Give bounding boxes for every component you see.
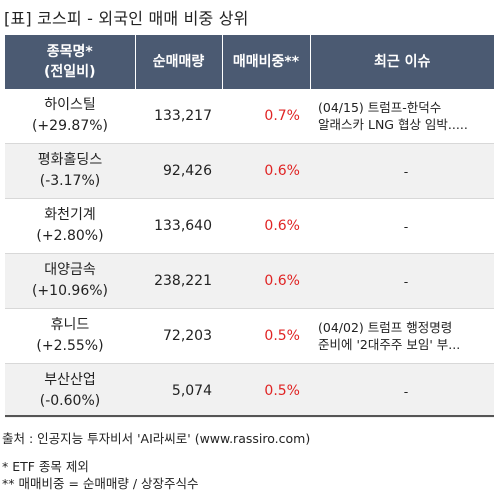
issue-line2: 알래스카 LNG 협상 임박..... [318, 117, 468, 132]
issue-cell[interactable]: (04/15) 트럼프-한덕수 알래스카 LNG 협상 임박..... [310, 89, 494, 144]
stock-cell: 대양금속 (+10.96%) [5, 253, 135, 309]
header-ratio: 매매비중** [222, 35, 311, 89]
stock-name: 대양금속 [44, 262, 96, 278]
foreign-trading-table: 종목명* (전일비) 순매매량 매매비중** 최근 이슈 하이스틸 (+29.8… [5, 35, 494, 418]
stock-name: 휴니드 [50, 317, 90, 333]
stock-change: (-3.17%) [39, 173, 101, 189]
issue-cell: - [310, 363, 494, 418]
stock-change: (+10.96%) [31, 283, 109, 299]
trade-ratio: 0.6% [222, 198, 310, 254]
footnote-etf: * ETF 종목 제외 [2, 459, 89, 474]
table-row: 대양금속 (+10.96%) 238,221 0.6% - [5, 253, 494, 309]
trade-ratio: 0.6% [222, 143, 310, 199]
net-volume: 238,221 [135, 253, 222, 309]
issue-line1: (04/15) 트럼프-한덕수 [318, 100, 442, 115]
stock-name: 하이스틸 [44, 97, 96, 113]
table-row: 휴니드 (+2.55%) 72,203 0.5% (04/02) 트럼프 행정명… [5, 308, 494, 364]
issue-cell: - [310, 143, 494, 199]
net-volume: 133,217 [135, 89, 222, 144]
issue-cell[interactable]: (04/02) 트럼프 행정명령 준비에 '2대주주 보임' 부... [310, 308, 494, 364]
issue-cell: - [310, 198, 494, 254]
stock-change: (+29.87%) [31, 118, 109, 134]
net-volume: 92,426 [135, 143, 222, 199]
source-text: 출처 : 인공지능 투자비서 'AI라씨로' (www.rassiro.com) [2, 431, 311, 446]
net-volume: 72,203 [135, 308, 222, 364]
stock-cell: 평화홀딩스 (-3.17%) [5, 143, 135, 199]
header-name-line1: 종목명* [46, 44, 93, 60]
stock-name: 부산산업 [44, 372, 96, 388]
trade-ratio: 0.6% [222, 253, 310, 309]
table-row: 하이스틸 (+29.87%) 133,217 0.7% (04/15) 트럼프-… [5, 89, 494, 144]
stock-cell: 휴니드 (+2.55%) [5, 308, 135, 364]
stock-name: 화천기계 [44, 207, 96, 223]
footer-divider [5, 415, 494, 417]
stock-change: (+2.80%) [36, 228, 104, 244]
trade-ratio: 0.7% [222, 89, 310, 144]
stock-cell: 하이스틸 (+29.87%) [5, 89, 135, 144]
stock-name: 평화홀딩스 [37, 152, 103, 168]
page-title: [표] 코스피 - 외국인 매매 비중 상위 [4, 9, 249, 28]
stock-change: (-0.60%) [39, 393, 101, 409]
issue-line1: (04/02) 트럼프 행정명령 [318, 320, 453, 335]
table-row: 부산산업 (-0.60%) 5,074 0.5% - [5, 363, 494, 418]
stock-cell: 부산산업 (-0.60%) [5, 363, 135, 418]
issue-line2: 준비에 '2대주주 보임' 부... [318, 337, 461, 352]
trade-ratio: 0.5% [222, 308, 310, 364]
footnote-ratio: ** 매매비중 = 순매매량 / 상장주식수 [2, 476, 199, 491]
net-volume: 133,640 [135, 198, 222, 254]
header-name: 종목명* (전일비) [5, 35, 136, 89]
stock-cell: 화천기계 (+2.80%) [5, 198, 135, 254]
table-header-row: 종목명* (전일비) 순매매량 매매비중** 최근 이슈 [5, 35, 494, 89]
header-name-line2: (전일비) [44, 64, 96, 80]
trade-ratio: 0.5% [222, 363, 310, 418]
table-row: 화천기계 (+2.80%) 133,640 0.6% - [5, 198, 494, 254]
issue-cell: - [310, 253, 494, 309]
stock-change: (+2.55%) [36, 338, 104, 354]
header-issue: 최근 이슈 [310, 35, 494, 89]
net-volume: 5,074 [135, 363, 222, 418]
table-row: 평화홀딩스 (-3.17%) 92,426 0.6% - [5, 143, 494, 199]
header-volume: 순매매량 [135, 35, 223, 89]
